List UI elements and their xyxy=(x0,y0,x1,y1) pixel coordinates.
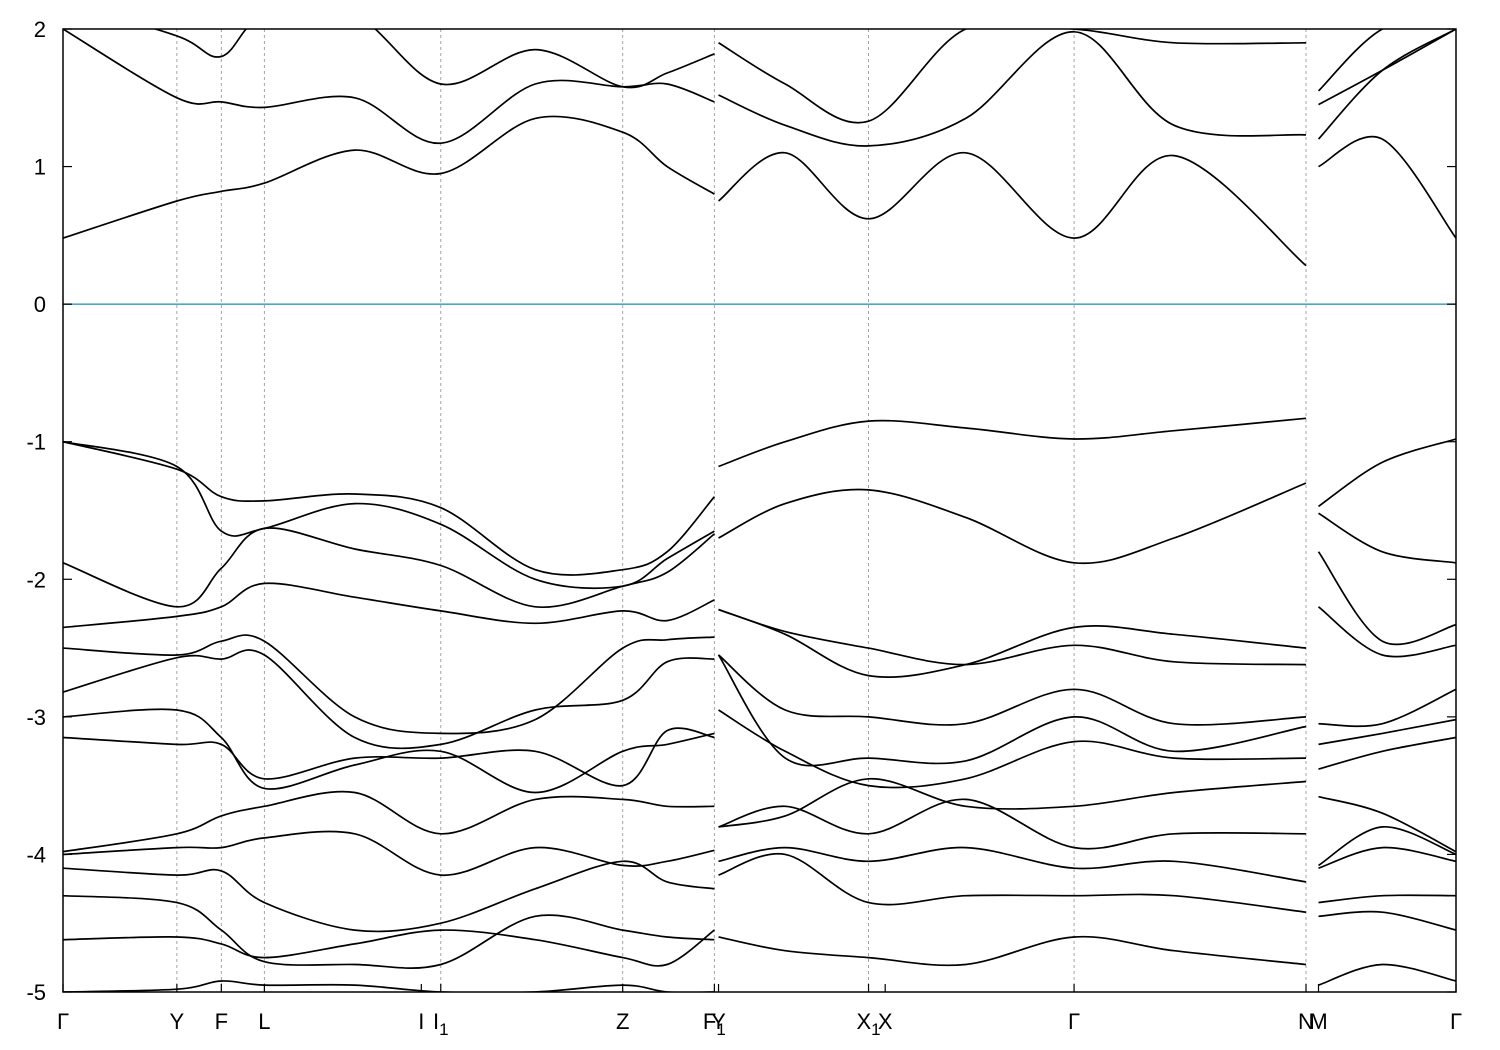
band-line xyxy=(63,582,715,629)
band-line xyxy=(1318,512,1456,564)
band-line xyxy=(63,929,715,967)
y-tick-label: -5 xyxy=(26,980,46,1005)
kpoint-label: Γ xyxy=(1450,1009,1462,1034)
band-line xyxy=(718,935,1307,967)
band-line xyxy=(718,709,1307,789)
band-line xyxy=(718,482,1307,565)
band-line xyxy=(717,654,1307,767)
plot-frame xyxy=(62,28,1457,993)
band-line xyxy=(63,29,715,145)
band-line xyxy=(63,440,715,590)
kpoint-label-subscript: 1 xyxy=(871,1020,880,1039)
band-line xyxy=(718,846,1307,883)
kpoint-label: Γ xyxy=(1068,1009,1080,1034)
band-line xyxy=(1318,826,1456,867)
y-tick-label: -1 xyxy=(26,430,46,455)
kpoint-label-subscript: 1 xyxy=(716,1020,725,1039)
band-line xyxy=(1317,29,1456,140)
band-line xyxy=(1317,606,1456,658)
y-axis: -5 -4 -3 -2 -1 0 1 2 xyxy=(26,17,1456,1005)
band-line xyxy=(1318,795,1456,853)
band-line xyxy=(718,29,1307,124)
band-line xyxy=(1317,29,1385,92)
y-tick-label: -3 xyxy=(26,705,46,730)
y-tick-label: 0 xyxy=(34,292,46,317)
band-line xyxy=(63,527,715,609)
kpoint-label: F xyxy=(215,1009,228,1034)
band-line xyxy=(1318,963,1456,986)
band-line xyxy=(1318,29,1456,106)
y-tick-label: -2 xyxy=(26,567,46,592)
band-line xyxy=(718,30,1307,147)
band-line xyxy=(1318,736,1456,770)
band-line xyxy=(63,790,715,853)
band-line xyxy=(63,727,715,787)
kpoint-label: Y xyxy=(711,1009,726,1034)
band-line xyxy=(1318,894,1456,904)
band-line xyxy=(718,608,1307,666)
kpoint-label: I1 xyxy=(433,1009,449,1039)
kpoint-label: M xyxy=(1309,1009,1327,1034)
band-line xyxy=(1318,688,1456,728)
kpoint-label: Z xyxy=(616,1009,629,1034)
band-line xyxy=(63,830,715,876)
band-line xyxy=(718,852,1307,914)
band-line xyxy=(63,440,716,576)
band-line xyxy=(63,649,715,750)
band-line xyxy=(152,29,715,89)
band-line xyxy=(63,894,715,969)
band-line xyxy=(1318,438,1456,508)
kpoint-label: N xyxy=(1298,1009,1314,1034)
kpoint-label: Γ xyxy=(57,1009,69,1034)
band-line xyxy=(1318,135,1456,239)
band-line xyxy=(1317,551,1456,646)
y-tick-label: 2 xyxy=(34,17,46,42)
kpoint-label: X xyxy=(878,1009,893,1034)
band-line xyxy=(717,654,1307,726)
y-tick-label: -4 xyxy=(26,842,46,867)
band-line xyxy=(63,980,715,992)
band-line xyxy=(718,798,1307,850)
bands-group xyxy=(63,29,1456,992)
y-tick-label: 1 xyxy=(34,155,46,180)
band-line xyxy=(1318,910,1456,931)
band-line xyxy=(718,417,1307,468)
band-line xyxy=(63,634,715,735)
kpoint-label-subscript: 1 xyxy=(439,1020,448,1039)
high-symmetry-gridlines xyxy=(176,29,1307,992)
band-line xyxy=(718,151,1307,267)
kpoint-label: Y xyxy=(170,1009,185,1034)
band-line xyxy=(63,115,715,239)
band-line xyxy=(63,860,715,933)
band-line xyxy=(718,608,1307,678)
kpoint-label: I xyxy=(418,1009,424,1034)
band-line xyxy=(1318,718,1456,746)
band-line xyxy=(63,708,715,794)
kpoint-label: L xyxy=(258,1009,270,1034)
band-line xyxy=(1318,846,1456,869)
band-line xyxy=(718,777,1307,828)
